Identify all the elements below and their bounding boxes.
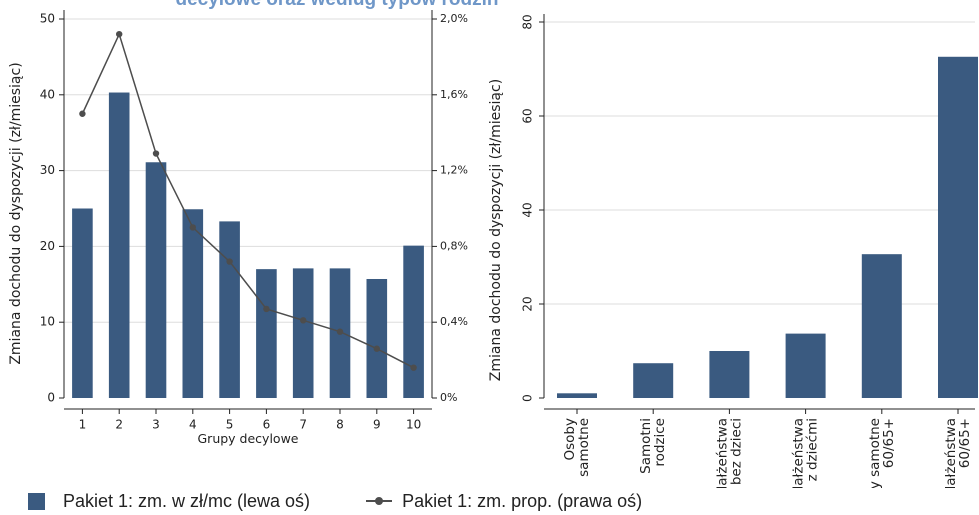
line-point xyxy=(189,224,196,231)
legend-line-swatch xyxy=(366,494,393,508)
x-tick-label: 5 xyxy=(226,418,234,432)
bar xyxy=(219,221,240,398)
y-tick-label: 20 xyxy=(40,239,55,253)
bar xyxy=(557,393,597,398)
bar xyxy=(182,209,204,398)
y-tick-label: 60 xyxy=(521,108,535,123)
x-tick-label: Małżeństwabez dzieci xyxy=(714,418,744,488)
bar xyxy=(633,363,674,398)
line-point xyxy=(226,258,233,265)
x-tick-label: 10 xyxy=(406,418,421,432)
x-tick-label: 1 xyxy=(79,418,87,432)
line-point xyxy=(410,364,417,371)
bar xyxy=(861,254,902,398)
chart-canvas: 0 10 20 30 40 50 0% 0,4% 0,8% 1,2% 1,6% 2,0% 1 2 3 4 5 6 7… xyxy=(8,10,978,488)
line-point xyxy=(152,150,160,157)
line-point xyxy=(300,317,307,324)
legend: Pakiet 1: zm. w zł/mc (lewa oś) Pakiet 1… xyxy=(28,488,642,514)
y-tick-label: 50 xyxy=(40,12,55,26)
bar xyxy=(108,92,130,398)
x-tick-label: Osobysamotne xyxy=(562,418,592,477)
x-tick-label: Małżeństwa60/65+ xyxy=(943,418,973,488)
legend-bar-swatch xyxy=(28,492,45,510)
x-tick-label: 9 xyxy=(373,418,381,432)
x-tick-label: 4 xyxy=(189,418,197,432)
x-tick-label: by samotne60/65+ xyxy=(867,418,897,488)
legend-bar-label: Pakiet 1: zm. w zł/mc (lewa oś) xyxy=(63,490,311,511)
legend-line-label: Pakiet 1: zm. prop. (prawa oś) xyxy=(402,490,643,511)
bar xyxy=(145,162,167,398)
x-tick-label: Samotnirodzice xyxy=(638,418,668,474)
y2-tick-label: 2,0% xyxy=(440,12,468,25)
line-point xyxy=(336,328,344,335)
bar xyxy=(709,351,750,398)
y-tick-label: 30 xyxy=(40,163,55,177)
x-tick-label: 8 xyxy=(336,418,344,432)
y2-tick-label: 0% xyxy=(440,391,457,404)
y2-tick-label: 0,8% xyxy=(440,239,468,252)
bar xyxy=(292,268,314,398)
bar xyxy=(938,56,978,398)
y-tick-label: 80 xyxy=(521,14,535,29)
bar xyxy=(366,278,388,398)
x-tick-label: Małżeństwaz dziećmi xyxy=(791,418,821,488)
bar xyxy=(256,269,277,398)
y2-tick-label: 1,2% xyxy=(440,164,468,177)
y-tick-label: 10 xyxy=(40,315,55,329)
x-tick-label: 3 xyxy=(152,418,160,432)
y-tick-label: 40 xyxy=(40,87,55,101)
bar xyxy=(72,208,93,398)
x-tick-label: 2 xyxy=(115,418,123,432)
bar xyxy=(403,245,424,398)
y-tick-label: 20 xyxy=(521,296,535,311)
y2-tick-label: 0,4% xyxy=(440,315,468,328)
chart-title: decylowe oraz według typów rodzin xyxy=(0,0,674,11)
y-axis-title: Zmiana dochodu do dyspozycji (zł/miesiąc… xyxy=(8,62,24,364)
line-point xyxy=(79,110,86,117)
y-tick-label: 40 xyxy=(521,202,535,217)
series-line xyxy=(81,32,414,369)
y-tick-label: 0 xyxy=(521,394,535,402)
x-tick-label: 6 xyxy=(263,418,271,432)
y-tick-label: 0 xyxy=(47,391,55,405)
line-point xyxy=(373,345,380,352)
line-point xyxy=(116,30,123,38)
x-tick-label: 7 xyxy=(299,418,307,432)
x-axis-title: Grupy decylowe xyxy=(198,431,299,446)
bar xyxy=(785,333,826,398)
y-axis-title: Zmiana dochodu do dyspozycji (zł/miesiąc… xyxy=(488,79,504,381)
line-point xyxy=(263,305,270,313)
y2-tick-label: 1,6% xyxy=(440,88,468,101)
